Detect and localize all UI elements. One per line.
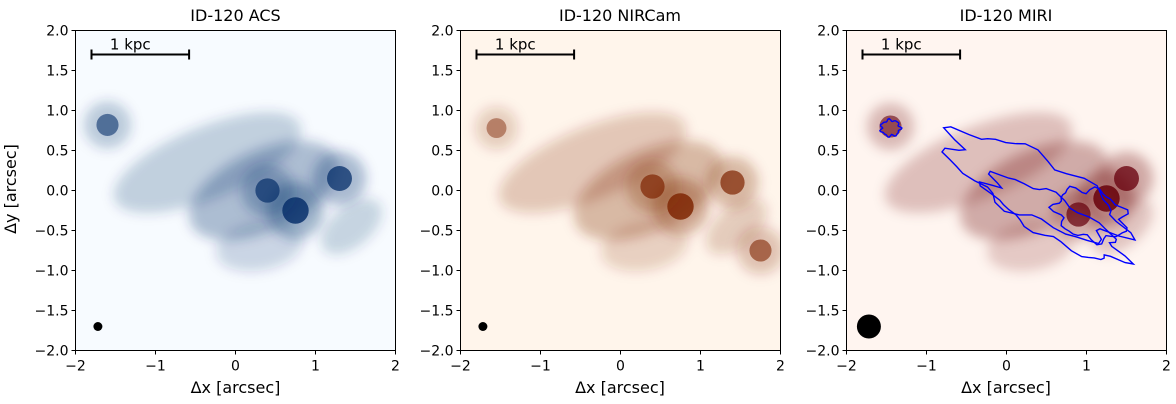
diffuse-blob — [600, 221, 689, 272]
y-tick-label: −0.5 — [420, 224, 454, 240]
scale-bar — [475, 49, 576, 60]
contour-line — [879, 117, 903, 138]
y-tick-label: −2.0 — [806, 344, 840, 360]
diffuse-blob — [113, 112, 302, 213]
y-tick-label: −1.0 — [420, 264, 454, 280]
y-tick-label: 0.5 — [46, 144, 68, 160]
beam-marker — [93, 322, 103, 331]
scale-bar-label: 1 kpc — [110, 36, 151, 54]
emission-peak — [327, 166, 352, 191]
x-tick-label: −1 — [916, 359, 937, 375]
emission-map — [475, 106, 781, 275]
emission-peak — [749, 239, 772, 262]
panel-title: ID-120 ACS — [190, 6, 280, 25]
emission-peak-halo — [475, 106, 518, 150]
y-tick-label: −2.0 — [420, 344, 454, 360]
diffuse-blob — [706, 198, 767, 255]
y-tick-label: 2.0 — [46, 24, 68, 40]
y-tick-label: 0.0 — [817, 184, 839, 200]
y-tick-label: −0.5 — [35, 224, 69, 240]
y-tick-label: 1.5 — [817, 64, 839, 80]
emission-peak — [1066, 202, 1091, 227]
diffuse-blob — [321, 198, 382, 255]
x-tick-label: 0 — [231, 359, 240, 375]
x-tick-label: 1 — [1082, 359, 1091, 375]
scale-bar — [90, 49, 191, 60]
x-tick-label: 1 — [311, 359, 320, 375]
y-tick-label: −1.0 — [806, 264, 840, 280]
y-tick-label: 0.5 — [431, 144, 453, 160]
x-tick-label: 1 — [696, 359, 705, 375]
x-tick-label: 2 — [1162, 359, 1171, 375]
y-tick-label: 1.0 — [431, 104, 453, 120]
x-tick-label: −1 — [145, 359, 166, 375]
panel-title: ID-120 NIRCam — [559, 6, 681, 25]
x-tick-label: 2 — [391, 359, 400, 375]
x-tick-label: 0 — [1002, 359, 1011, 375]
y-tick-label: −1.5 — [420, 304, 454, 320]
emission-peak — [96, 113, 119, 136]
x-tick-label: 2 — [776, 359, 785, 375]
contour-line — [1047, 185, 1129, 246]
scale-bar-label: 1 kpc — [881, 36, 922, 54]
y-axis-label: Δy [arcsec] — [1, 144, 20, 234]
emission-peak — [1114, 166, 1139, 191]
panel-nircam: ID-120 NIRCam Δx [arcsec] 1 kpc −2 −1 0 1 2 −2… — [420, 6, 785, 397]
x-tick-label: −2 — [450, 359, 471, 375]
emission-map — [83, 101, 382, 272]
y-tick-label: 0.0 — [431, 184, 453, 200]
panel-acs: ID-120 ACS Δx [arcsec] Δy [arcsec] 1 kpc… — [1, 6, 400, 397]
beam-marker — [856, 314, 881, 339]
emission-peak — [486, 118, 507, 139]
y-tick-label: −2.0 — [35, 344, 69, 360]
x-axis-label: Δx [arcsec] — [961, 378, 1051, 397]
y-tick-label: 2.0 — [431, 24, 453, 40]
scale-bar-label: 1 kpc — [495, 36, 536, 54]
x-axis-label: Δx [arcsec] — [191, 378, 281, 397]
beam-marker — [478, 322, 488, 331]
x-tick-label: −1 — [530, 359, 551, 375]
scale-bar — [861, 49, 962, 60]
x-tick-label: 0 — [616, 359, 625, 375]
diffuse-blob — [986, 221, 1075, 272]
y-tick-label: 0.5 — [817, 144, 839, 160]
y-tick-label: −0.5 — [806, 224, 840, 240]
contour-line — [978, 170, 1136, 266]
contours — [879, 117, 1137, 266]
emission-peak — [720, 170, 745, 195]
emission-peak — [255, 178, 280, 203]
y-tick-label: 1.5 — [46, 64, 68, 80]
diffuse-blob — [884, 112, 1073, 213]
emission-peak — [640, 174, 665, 199]
contour-line — [941, 126, 1137, 245]
x-axis-label: Δx [arcsec] — [575, 378, 665, 397]
diffuse-blob — [498, 112, 687, 213]
y-tick-label: 2.0 — [817, 24, 839, 40]
y-tick-label: 1.0 — [46, 104, 68, 120]
y-tick-label: 0.0 — [46, 184, 68, 200]
y-tick-label: 1.0 — [817, 104, 839, 120]
x-tick-label: −2 — [836, 359, 857, 375]
y-tick-label: −1.0 — [35, 264, 69, 280]
y-tick-label: −1.5 — [806, 304, 840, 320]
y-tick-label: −1.5 — [35, 304, 69, 320]
x-tick-label: −2 — [65, 359, 86, 375]
y-tick-label: 1.5 — [431, 64, 453, 80]
panel-miri: ID-120 MIRI Δx [arcsec] 1 kpc −2 −1 0 1 2 −2.0… — [806, 6, 1171, 397]
panel-title: ID-120 MIRI — [960, 6, 1053, 25]
emission-map — [866, 102, 1154, 272]
